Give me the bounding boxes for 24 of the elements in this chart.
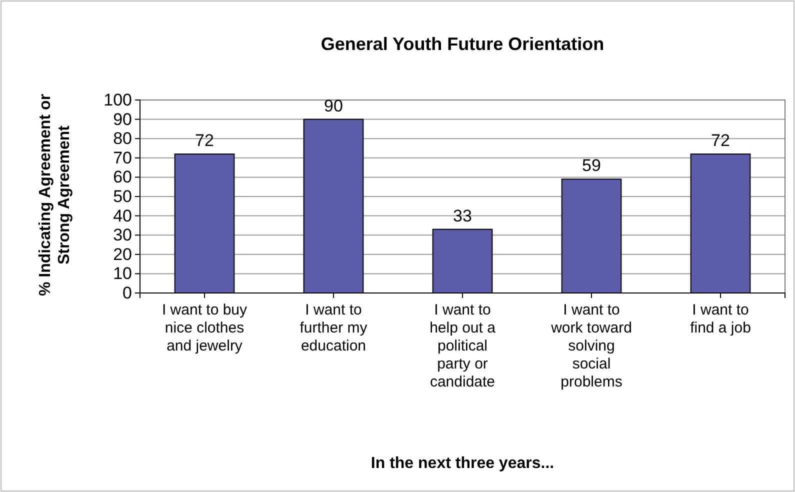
y-tick-label: 60 (113, 168, 132, 187)
x-tick-label: I want to find a job (690, 302, 751, 336)
data-label: 90 (324, 96, 343, 116)
y-tick-label: 40 (113, 206, 132, 226)
y-tick-label: 100 (104, 90, 132, 110)
x-tick-label: I want to buy nice clothes and jewelry (162, 302, 248, 354)
y-tick-label: 70 (113, 148, 132, 168)
y-tick-label: 20 (113, 244, 132, 264)
y-tick-label: 10 (113, 264, 132, 284)
chart-title: General Youth Future Orientation (320, 34, 604, 54)
y-tick-label: 50 (113, 186, 132, 206)
x-axis-title: In the next three years... (370, 455, 554, 472)
data-label: 33 (453, 206, 472, 226)
y-tick-label: 30 (113, 226, 132, 245)
data-label: 72 (711, 131, 730, 150)
data-label: 59 (582, 156, 601, 176)
data-label: 72 (195, 131, 214, 150)
x-tick-label: I want to work toward solving social problems (550, 302, 632, 390)
x-tick-label: I want to further my education (300, 302, 368, 354)
y-axis-title: % Indicating Agreement or Strong Agreement (37, 94, 74, 296)
x-tick-label: I want to help out a political party or candidate (430, 302, 496, 390)
y-tick-label: 80 (113, 129, 132, 148)
y-tick-label: 90 (113, 110, 132, 129)
y-tick-label: 0 (122, 283, 132, 302)
